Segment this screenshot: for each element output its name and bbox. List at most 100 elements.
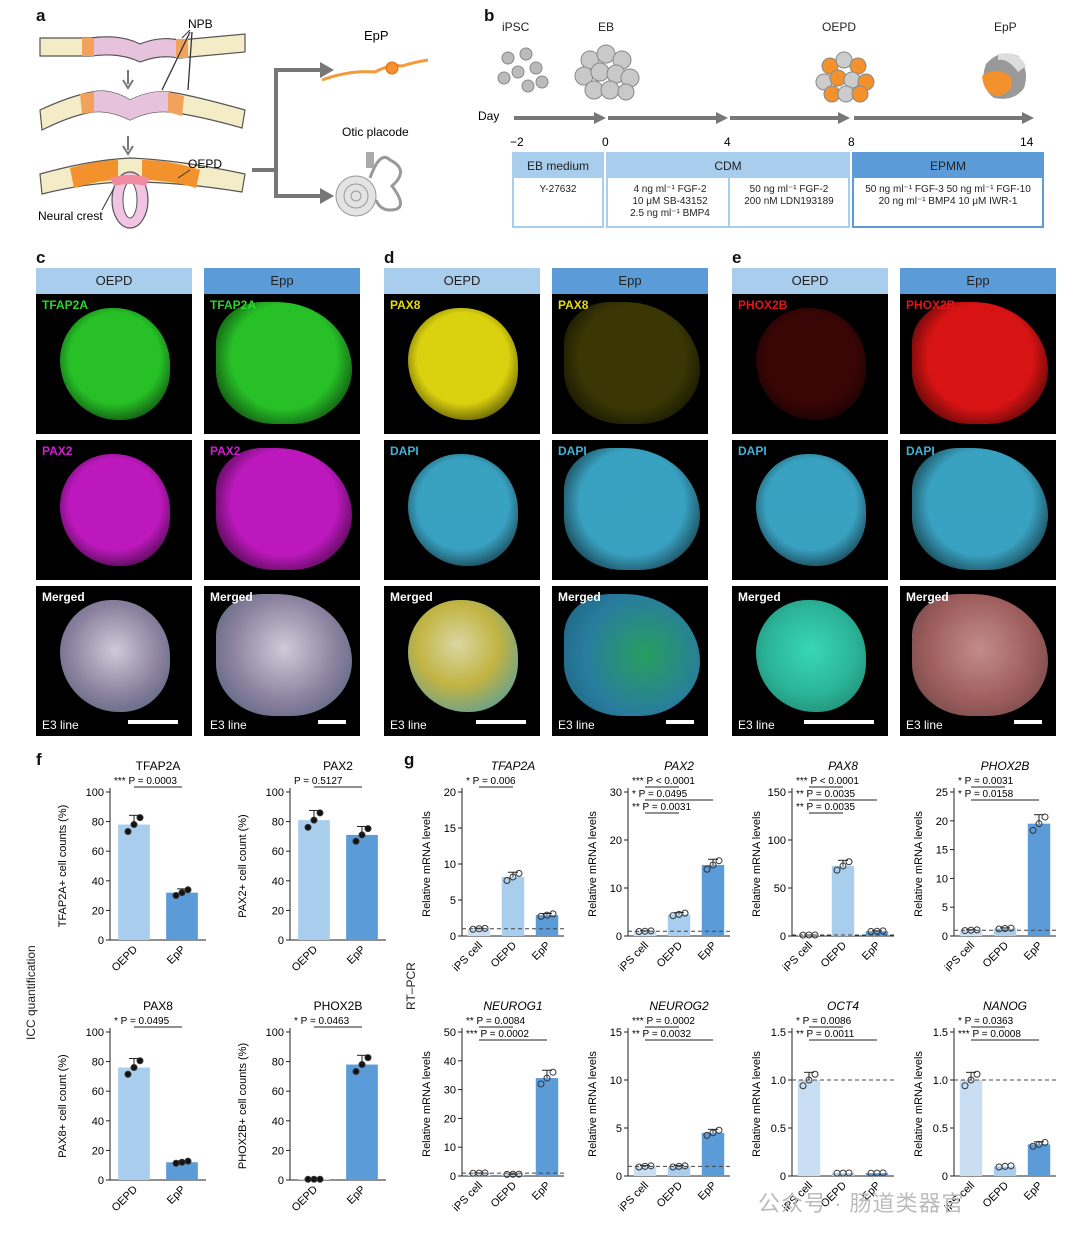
bar [993,1166,1017,1176]
y-tick-label: 20 [444,1113,456,1125]
e3-line-label: E3 line [42,718,79,732]
neural-crest-label: Neural crest [38,209,103,223]
data-point [973,1070,981,1078]
chart-tfap2a: TFAP2A Relative mRNA levels 0 5 10 15 20 iPS ce… [421,759,564,974]
panel-label-d: d [384,248,395,267]
bar [831,1173,855,1176]
panel-e-header-epp: Epp [900,268,1056,294]
y-tick-label: 20 [272,905,284,917]
tick-4: 4 [724,135,731,148]
x-tick-label: iPS cell [451,940,485,974]
organoid-image [216,594,352,716]
significance-annotation: * P = 0.0086 [796,1016,852,1027]
bar [467,928,491,936]
micro-c-1-0: PAX2 [36,440,192,580]
y-tick-label: 40 [92,1116,104,1128]
data-point [549,1068,557,1076]
bar [118,824,150,940]
chart-neurog1: NEUROG1 Relative mRNA levels 0 10 20 30 40 50 iP… [421,999,564,1214]
scale-bar [318,720,346,724]
x-tick-label: OEPD [819,940,850,971]
organoid-image [60,454,170,566]
channel-label: DAPI [906,444,935,458]
e3-line-label: E3 line [738,718,775,732]
y-tick-label: 0 [942,931,948,943]
data-point [845,858,853,866]
y-tick-label: 15 [936,845,948,857]
y-tick-label: 15 [444,823,456,835]
y-tick-label: 50 [444,1027,456,1039]
y-axis-label: Relative mRNA levels [587,811,599,917]
y-tick-label: 80 [92,817,104,829]
channel-label: Merged [210,590,253,604]
y-tick-label: 0 [942,1171,948,1183]
significance-annotation: * P = 0.006 [466,776,516,787]
channel-label: PAX8 [390,298,421,312]
y-axis-label: Relative mRNA levels [587,1051,599,1157]
y-tick-label: 10 [444,1142,456,1154]
y-tick-label: 1.5 [771,1027,786,1039]
y-tick-label: 0 [98,1175,104,1187]
e3-line-label: E3 line [558,718,595,732]
bar [797,1080,821,1176]
micro-e-1-1: DAPI [900,440,1056,580]
rt-pcr-label: RT–PCR [404,962,418,1010]
y-tick-label: 0 [780,1171,786,1183]
bar [831,865,855,936]
panel-label-a: a [36,6,46,25]
panel-d-header-epp: Epp [552,268,708,294]
x-tick-label: EpP [165,1184,188,1207]
bar [1027,823,1051,936]
panel-label-e: e [732,248,742,267]
data-point [124,1070,132,1078]
organoid-image [408,454,518,566]
y-tick-label: 10 [610,1075,622,1087]
epmm-contents: 50 ng ml⁻¹ FGF-3 50 ng ml⁻¹ FGF-10 20 ng … [865,184,1031,207]
micro-d-1-0: DAPI [384,440,540,580]
panel-c-header-epp: Epp [204,268,360,294]
chart-neurog2: NEUROG2 Relative mRNA levels 0 5 10 15 iPS cel… [587,999,730,1214]
data-point [715,857,723,865]
micro-e-0-0: PHOX2B [732,294,888,434]
chart-phox2b: PHOX2B Relative mRNA levels 0 5 10 15 20 25 iPS … [913,759,1056,974]
x-tick-label: iPS cell [943,940,977,974]
scale-bar [128,720,178,724]
media-table: EB medium Y-27632 CDM 4 ng ml⁻¹ FGF-2 10 … [512,152,1044,228]
x-tick-label: EpP [345,944,368,967]
micro-d-2-0: Merged E3 line [384,586,540,736]
micro-c-2-1: Merged E3 line [204,586,360,736]
significance-annotation: * P = 0.0495 [632,789,688,800]
panel-a-schematic: NPB OEPD Neural crest EpP Otic placode [38,17,429,229]
organoid-image [216,448,352,570]
chart-pax8: PAX8 Relative mRNA levels 0 50 100 150 iPS cel… [751,759,894,974]
y-tick-label: 100 [266,787,284,799]
bar [633,931,657,936]
y-tick-label: 20 [444,787,456,799]
significance-annotation: ** P = 0.0035 [796,802,855,813]
icc-quantification-label: ICC quantification [24,945,38,1040]
micro-e-0-1: PHOX2B [900,294,1056,434]
data-point [172,891,180,899]
data-point [364,1054,372,1062]
bar [467,1173,491,1176]
data-point [184,886,192,894]
stage-eb: EB [598,20,615,34]
y-tick-label: 20 [936,816,948,828]
y-tick-label: 1.0 [933,1075,948,1087]
y-tick-label: 80 [92,1057,104,1069]
bar [667,914,691,936]
significance-annotation: * P = 0.0031 [958,776,1014,787]
oepd-label: OEPD [188,157,222,171]
significance-annotation: * P = 0.0495 [114,1016,170,1027]
bar [667,1166,691,1176]
chart-phox2b: PHOX2B PHOX2B+ cell counts (%) 0 20 40 60 80 10… [237,999,386,1214]
micro-c-0-1: TFAP2A [204,294,360,434]
y-tick-label: 80 [272,1057,284,1069]
organoid-image [60,600,170,712]
micro-d-0-1: PAX8 [552,294,708,434]
y-tick-label: 5 [616,1123,622,1135]
data-point [304,823,312,831]
bar [865,1173,889,1176]
channel-label: TFAP2A [42,298,89,312]
scale-bar [804,720,874,724]
